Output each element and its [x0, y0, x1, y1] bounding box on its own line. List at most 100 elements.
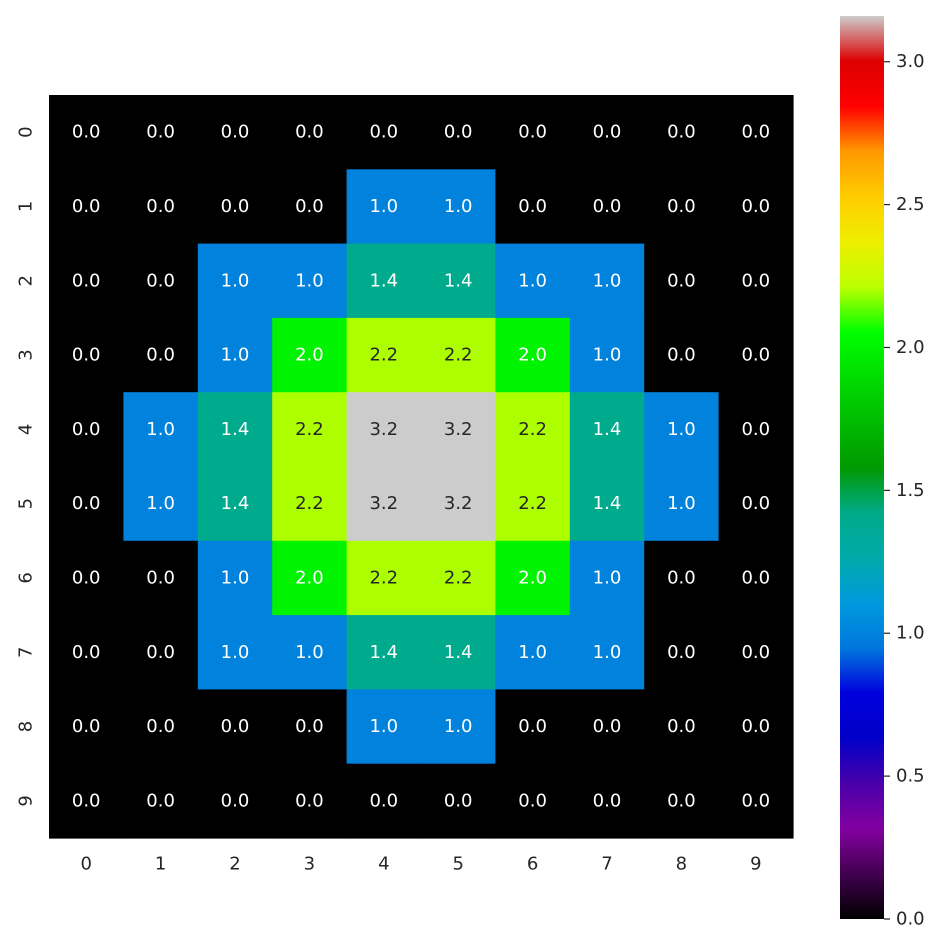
heatmap-cell-label: 1.4	[369, 642, 398, 663]
heatmap-cell-label: 0.0	[667, 567, 696, 588]
heatmap-cell	[197, 317, 273, 393]
heatmap-cell	[346, 169, 422, 245]
heatmap-cell-label: 0.0	[146, 716, 175, 737]
heatmap-cell	[272, 540, 348, 616]
heatmap-cell-label: 0.0	[444, 790, 473, 811]
colorbar-tick-label: 1.0	[896, 623, 925, 644]
heatmap-cell-label: 2.2	[369, 345, 398, 366]
heatmap-cell	[644, 95, 720, 170]
heatmap-cell-label: 1.4	[221, 493, 250, 514]
heatmap-cell-label: 1.0	[146, 419, 175, 440]
heatmap-cell	[272, 689, 348, 765]
heatmap-cell	[495, 466, 571, 542]
y-tick-label: 2	[16, 275, 37, 286]
y-axis-ticks: 0 1 2 3 4 5 6 7 8 9	[16, 126, 37, 806]
colorbar-ticks: 0.0 0.5 1.0 1.5 2.0 2.5 3.0	[884, 51, 925, 930]
heatmap-cell-label: 1.4	[593, 493, 622, 514]
x-tick-label: 1	[155, 854, 166, 875]
x-tick-label: 0	[80, 854, 91, 875]
y-tick-label: 6	[16, 572, 37, 583]
heatmap-cell-label: 1.0	[369, 716, 398, 737]
heatmap-cell-label: 0.0	[518, 196, 547, 217]
y-tick-label: 7	[16, 647, 37, 658]
heatmap-cell-label: 0.0	[667, 642, 696, 663]
heatmap-cell	[49, 466, 124, 542]
heatmap-cell	[49, 540, 124, 616]
heatmap-cell-label: 0.0	[146, 790, 175, 811]
heatmap-cell	[644, 540, 720, 616]
heatmap-cell-label: 0.0	[146, 567, 175, 588]
heatmap-cell	[346, 763, 422, 839]
colorbar-tick-label: 0.5	[896, 766, 925, 787]
heatmap-cell	[346, 95, 422, 170]
colorbar-tick-label: 0.0	[896, 909, 925, 930]
heatmap-cell	[197, 95, 273, 170]
heatmap-cell-label: 1.0	[221, 345, 250, 366]
heatmap-cell-label: 0.0	[146, 122, 175, 143]
heatmap-cell-label: 1.0	[593, 567, 622, 588]
heatmap-cell-label: 0.0	[741, 567, 770, 588]
heatmap-cell	[346, 317, 422, 393]
heatmap-cell-label: 3.2	[444, 419, 473, 440]
y-tick-label: 3	[16, 349, 37, 360]
heatmap-cell	[421, 615, 496, 690]
heatmap-cell	[421, 540, 496, 616]
heatmap-cell	[644, 317, 720, 393]
heatmap-cell-label: 0.0	[518, 716, 547, 737]
heatmap-cell-label: 3.2	[369, 493, 398, 514]
heatmap-cell-label: 0.0	[518, 122, 547, 143]
heatmap-cell-label: 0.0	[741, 419, 770, 440]
heatmap-cell-label: 2.0	[518, 345, 547, 366]
heatmap-cell-label: 2.0	[518, 567, 547, 588]
heatmap-cell	[644, 466, 720, 542]
heatmap-cell	[197, 689, 273, 765]
heatmap-cell-label: 0.0	[593, 196, 622, 217]
heatmap-cell	[272, 169, 348, 245]
heatmap-cell	[272, 392, 348, 468]
heatmap-cell-label: 1.0	[295, 270, 324, 291]
heatmap-cell	[718, 243, 794, 319]
y-tick-label: 8	[16, 721, 37, 732]
heatmap-cell	[346, 243, 422, 319]
heatmap-cell-label: 0.0	[518, 790, 547, 811]
heatmap-cell-label: 0.0	[369, 122, 398, 143]
heatmap-cell-label: 2.2	[518, 493, 547, 514]
heatmap-cell-label: 2.2	[369, 567, 398, 588]
heatmap-cell	[123, 763, 199, 839]
heatmap-cell-label: 1.0	[593, 270, 622, 291]
heatmap-cell	[569, 763, 645, 839]
heatmap-cell	[421, 169, 496, 245]
heatmap-cell-label: 0.0	[221, 790, 250, 811]
heatmap-cell	[346, 392, 422, 468]
heatmap-cell-label: 0.0	[221, 122, 250, 143]
heatmap-cell	[644, 689, 720, 765]
heatmap-cell	[569, 466, 645, 542]
heatmap-cell	[197, 169, 273, 245]
heatmap-cell-label: 0.0	[667, 790, 696, 811]
heatmap-cell	[49, 763, 124, 839]
heatmap-cell	[569, 540, 645, 616]
heatmap-cell-label: 0.0	[221, 196, 250, 217]
heatmap-cell	[346, 615, 422, 690]
heatmap-cell	[718, 392, 794, 468]
heatmap-cell-label: 1.0	[221, 270, 250, 291]
heatmap-cell-label: 0.0	[72, 642, 101, 663]
heatmap-cell	[495, 615, 571, 690]
heatmap-cell	[495, 317, 571, 393]
heatmap-cell	[718, 540, 794, 616]
heatmap-cell-label: 3.2	[444, 493, 473, 514]
heatmap-cell-label: 1.4	[221, 419, 250, 440]
heatmap-cell-label: 0.0	[295, 196, 324, 217]
x-tick-label: 7	[601, 854, 612, 875]
heatmap-cell-label: 1.0	[221, 642, 250, 663]
heatmap-cell-label: 2.0	[295, 345, 324, 366]
heatmap-cell-label: 1.4	[444, 642, 473, 663]
heatmap-cell	[495, 392, 571, 468]
heatmap-cell-label: 1.0	[518, 270, 547, 291]
heatmap-cell	[569, 317, 645, 393]
heatmap-cell	[421, 95, 496, 170]
heatmap-cell	[718, 466, 794, 542]
heatmap-cell	[197, 392, 273, 468]
x-tick-label: 3	[304, 854, 315, 875]
